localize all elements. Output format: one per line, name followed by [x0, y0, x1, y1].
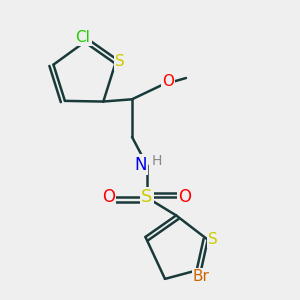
Text: S: S — [115, 54, 125, 69]
Text: O: O — [178, 188, 191, 206]
Text: Cl: Cl — [76, 30, 90, 45]
Text: N: N — [135, 156, 147, 174]
Text: O: O — [102, 188, 115, 206]
Text: H: H — [152, 154, 162, 168]
Text: O: O — [162, 74, 174, 89]
Text: Br: Br — [193, 269, 210, 284]
Text: S: S — [208, 232, 218, 247]
Text: S: S — [141, 188, 152, 206]
